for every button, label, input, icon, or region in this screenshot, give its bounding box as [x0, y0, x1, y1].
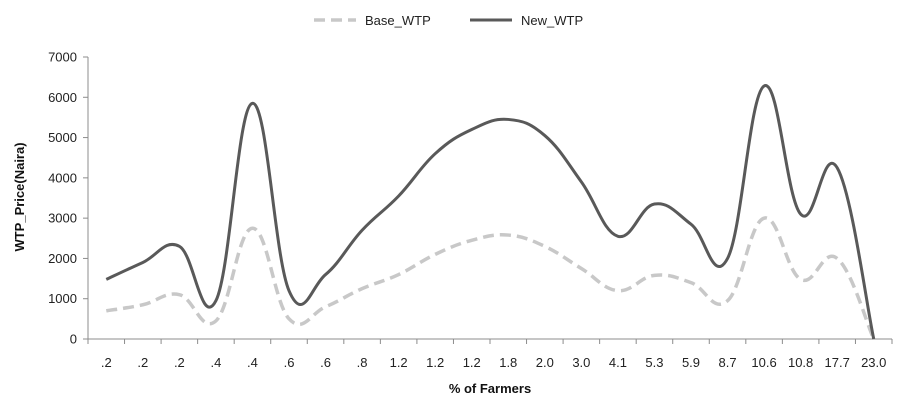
- x-tick-label: 23.0: [861, 355, 886, 370]
- x-tick-label: 4.1: [609, 355, 627, 370]
- x-tick-label: .8: [357, 355, 368, 370]
- series-line-new-wtp: [105, 84, 876, 340]
- legend-label: New_WTP: [521, 13, 583, 28]
- legend: Base_WTP New_WTP: [314, 13, 583, 28]
- y-axis: 0 1000 2000 3000 4000 5000 6000 7000: [48, 50, 89, 347]
- x-tick-label: 10.6: [751, 355, 776, 370]
- y-tick-label: 1000: [48, 291, 77, 306]
- x-tick-label: .2: [174, 355, 185, 370]
- x-axis-title: % of Farmers: [449, 381, 531, 396]
- y-tick-label: 0: [70, 332, 77, 347]
- x-tick-label: 5.9: [682, 355, 700, 370]
- x-tick-label: 1.2: [390, 355, 408, 370]
- x-tick-label: 1.2: [426, 355, 444, 370]
- y-tick-label: 6000: [48, 90, 77, 105]
- x-tick-label: .6: [284, 355, 295, 370]
- y-tick-label: 3000: [48, 211, 77, 226]
- x-tick-label: 3.0: [572, 355, 590, 370]
- series-layer: [105, 84, 876, 340]
- x-tick-label: .4: [210, 355, 221, 370]
- series-line-base-wtp: [105, 216, 876, 340]
- x-tick-label: .2: [137, 355, 148, 370]
- x-tick-label: .4: [247, 355, 258, 370]
- y-tick-label: 2000: [48, 251, 77, 266]
- x-tick-label: .6: [320, 355, 331, 370]
- x-tick-label: 17.7: [825, 355, 850, 370]
- x-tick-label: 1.8: [499, 355, 517, 370]
- legend-label: Base_WTP: [365, 13, 431, 28]
- y-tick-label: 5000: [48, 130, 77, 145]
- x-axis: .2 .2 .2 .4 .4 .6 .6 .8 1.2 1.2 1.2 1.8 2.0 3.0 4.1 5.3…: [87, 338, 893, 370]
- x-tick-label: .2: [101, 355, 112, 370]
- x-tick-label: 8.7: [719, 355, 737, 370]
- y-tick-label: 4000: [48, 170, 77, 185]
- x-tick-label: 2.0: [536, 355, 554, 370]
- x-tick-label: 10.8: [788, 355, 813, 370]
- x-tick-label: 5.3: [645, 355, 663, 370]
- x-tick-label: 1.2: [463, 355, 481, 370]
- y-axis-title: WTP_Price(Naira): [12, 142, 27, 251]
- y-tick-label: 7000: [48, 50, 77, 65]
